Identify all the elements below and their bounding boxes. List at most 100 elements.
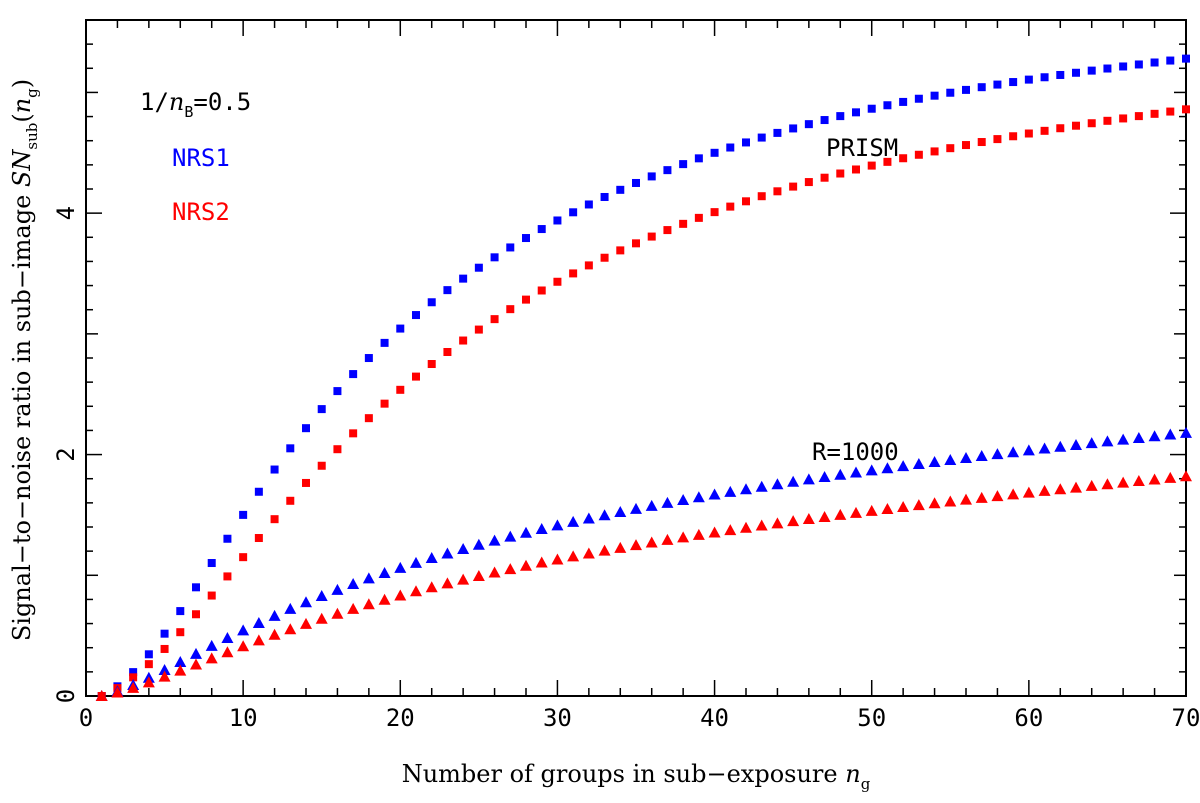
data-point-triangle [488,534,501,546]
data-point-square [742,197,750,206]
data-point-triangle [630,539,642,551]
data-point-square [349,370,358,379]
data-point-square [1182,54,1190,63]
x-tick-label: 40 [700,704,729,732]
data-point-triangle [284,602,297,614]
data-point-square [694,213,703,222]
data-point-square [349,429,358,438]
data-point-triangle [614,506,627,518]
data-point-triangle [410,556,422,568]
y-axis-title: Signal−to−noise ratio in sub−image SNsub… [8,79,41,641]
data-point-triangle [692,528,705,540]
x-axis-title: Number of groups in sub−exposure ng [402,760,871,793]
data-point-triangle [1164,471,1177,483]
data-point-triangle [551,553,564,565]
data-point-square [914,94,923,103]
data-point-triangle [771,517,784,529]
data-point-triangle [692,491,705,503]
data-point-triangle [708,488,721,500]
data-point-triangle [991,448,1004,460]
data-point-square [993,80,1002,89]
data-point-square [396,324,405,333]
data-point-triangle [1085,437,1098,449]
data-point-square [569,208,578,217]
prism-label: PRISM [826,134,898,162]
data-point-square [1072,121,1080,130]
data-point-square [239,553,248,562]
data-point-triangle [315,612,328,624]
data-point-triangle [928,455,941,467]
data-point-triangle [1132,475,1145,487]
data-point-triangle [190,647,202,659]
data-point-triangle [834,508,847,520]
x-tick-label: 20 [386,704,415,732]
data-point-square [946,144,955,153]
data-point-triangle [1148,430,1161,442]
data-point-square [820,173,829,182]
data-point-square [474,325,483,334]
data-point-triangle [897,460,910,472]
data-point-triangle [1054,440,1067,452]
data-point-triangle [472,538,485,550]
data-point-square [820,116,829,125]
data-point-triangle [504,530,517,542]
data-point-square [286,496,295,505]
data-point-triangle [1070,481,1082,493]
data-point-triangle [158,670,171,682]
plot-frame [85,19,1187,697]
data-point-square [160,629,169,638]
data-point-triangle [504,563,517,575]
data-point-triangle [661,533,674,545]
data-point-triangle [850,466,862,478]
data-point-square [867,104,876,113]
data-point-triangle [362,572,375,584]
data-point-square [522,234,530,243]
data-point-square [977,138,986,147]
data-point-square [506,243,515,252]
data-point-triangle [881,502,894,514]
data-point-triangle [300,617,312,629]
data-point-square [270,465,279,474]
data-point-triangle [488,566,501,578]
data-point-triangle [614,541,627,553]
data-point-triangle [724,524,737,536]
data-point-triangle [740,521,752,533]
data-point-square [789,182,798,191]
data-point-square [962,141,970,150]
y-tick-label: 2 [52,447,80,461]
data-point-square [412,372,420,381]
data-point-square [160,644,169,653]
y-tick-label: 4 [52,206,80,220]
data-point-triangle [567,550,580,562]
data-point-square [302,424,310,433]
data-point-square [710,148,719,157]
data-point-triangle [237,640,250,652]
x-tick-label: 70 [1172,704,1200,732]
data-point-triangle [111,686,124,698]
parameter-label: 1/nB=0.5 [140,88,251,121]
data-point-triangle [331,607,344,619]
data-point-square [742,138,750,147]
data-point-square [883,101,892,110]
data-point-triangle [441,547,454,559]
data-point-triangle [95,690,108,701]
data-point-triangle [960,451,972,463]
data-point-triangle [425,581,438,593]
data-point-square [930,91,939,100]
data-point-triangle [881,462,894,474]
data-point-triangle [174,655,187,667]
data-point-square [679,219,688,228]
data-point-square [836,112,845,121]
data-point-triangle [850,506,862,518]
data-point-square [380,399,389,408]
data-point-triangle [237,624,250,636]
x-tick-label: 30 [543,704,572,732]
data-point-triangle [1101,435,1114,447]
y-tick-label: 0 [52,689,80,703]
data-point-square [962,85,970,94]
data-point-square [333,445,342,454]
data-point-square [427,360,436,369]
data-point-square [647,172,656,181]
data-point-square [1024,75,1033,84]
data-point-triangle [567,515,580,527]
